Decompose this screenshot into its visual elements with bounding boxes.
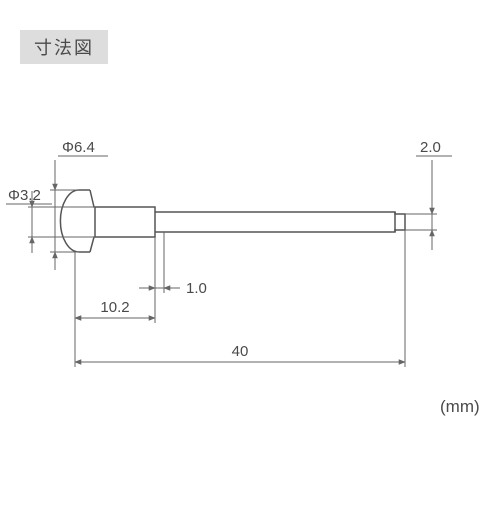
rivet-shape — [60, 190, 405, 252]
dimension-lines — [6, 156, 452, 367]
title-box: 寸法図 — [20, 30, 108, 64]
dim-label-body_diameter: Φ3.2 — [8, 187, 41, 204]
dim-label-shaft_diameter: 2.0 — [420, 139, 441, 156]
title-text: 寸法図 — [34, 38, 94, 58]
unit-label: (mm) — [440, 397, 480, 416]
dim-label-body_length: 10.2 — [100, 299, 129, 316]
dim-label-head_diameter: Φ6.4 — [62, 139, 95, 156]
dim-label-total_length: 40 — [232, 343, 249, 360]
dim-label-head_thickness: 1.0 — [186, 280, 207, 297]
dimension-labels: Φ6.4 Φ3.2 2.0 10.2 1.0 40 — [8, 139, 441, 360]
dimension-diagram: Φ6.4 Φ3.2 2.0 10.2 1.0 40 (mm) — [0, 0, 500, 500]
